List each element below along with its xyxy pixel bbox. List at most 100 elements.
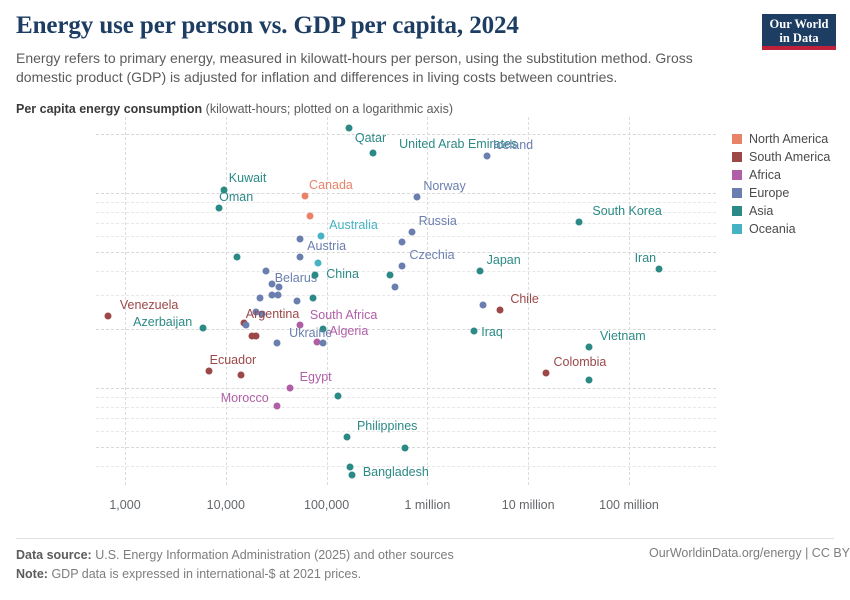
data-point[interactable] [248,332,256,340]
data-point[interactable] [319,325,327,333]
data-point[interactable] [398,262,406,270]
legend-color-swatch [732,224,742,234]
data-point[interactable] [542,369,550,377]
y-gridline [96,388,716,389]
data-point[interactable] [483,152,491,160]
legend-item-north-america[interactable]: North America [732,130,844,148]
data-point[interactable] [296,235,304,243]
footer-source-line: Data source: U.S. Energy Information Adm… [16,546,834,565]
data-point-label: Iran [634,250,657,265]
data-point[interactable] [334,392,342,400]
legend-color-swatch [732,170,742,180]
data-point[interactable] [401,444,409,452]
data-point[interactable] [199,324,207,332]
data-point[interactable] [275,283,283,291]
data-point[interactable] [309,294,317,302]
legend-color-swatch [732,134,742,144]
data-point[interactable] [408,228,416,236]
data-point[interactable] [496,306,504,314]
plot-wrapper: 200,000 kWh100,000 kWh50,000 kWh20,000 k… [0,117,850,512]
data-point-label: Japan [486,252,521,267]
data-point[interactable] [286,384,294,392]
data-point[interactable] [215,204,223,212]
x-gridline [427,117,429,485]
data-point[interactable] [306,212,314,220]
data-point-label: Philippines [356,419,418,434]
footer-note-text: GDP data is expressed in international-$… [51,567,362,581]
data-point[interactable] [319,339,327,347]
data-point[interactable] [398,238,406,246]
data-point[interactable] [301,192,309,200]
data-point[interactable] [220,186,228,194]
logo-line-1: Our World [769,17,829,31]
data-point[interactable] [233,253,241,261]
y-gridline-minor [96,223,716,225]
footer-attribution[interactable]: OurWorldinData.org/energy | CC BY [648,546,850,560]
data-point[interactable] [476,267,484,275]
legend-item-label: South America [749,150,831,164]
legend-item-south-america[interactable]: South America [732,148,844,166]
data-point[interactable] [258,310,266,318]
data-point[interactable] [205,367,213,375]
data-point[interactable] [273,402,281,410]
data-point[interactable] [104,312,112,320]
data-point-label: Algeria [329,324,369,339]
data-point-label: Australia [329,218,378,233]
data-point[interactable] [655,265,663,272]
data-point[interactable] [345,124,353,132]
data-point[interactable] [268,280,276,288]
y-axis-title-rest: (kilowatt-hours; plotted on a logarithmi… [205,102,453,116]
data-point[interactable] [268,291,276,299]
data-point[interactable] [386,271,394,279]
data-point[interactable] [256,294,264,302]
y-gridline-minor [96,431,716,433]
data-point[interactable] [314,259,322,267]
data-point[interactable] [343,433,351,441]
data-point[interactable] [346,463,354,471]
y-axis-title-bold: Per capita energy consumption [16,102,203,116]
data-point[interactable] [311,271,319,279]
legend-item-europe[interactable]: Europe [732,184,844,202]
data-point[interactable] [585,343,593,351]
data-point[interactable] [369,149,377,157]
data-point[interactable] [242,321,250,329]
data-point[interactable] [252,308,260,316]
our-world-in-data-logo[interactable]: Our World in Data [762,14,836,50]
legend-item-label: Europe [749,186,790,200]
legend-item-africa[interactable]: Africa [732,166,844,184]
scatter-plot[interactable]: 200,000 kWh100,000 kWh50,000 kWh20,000 k… [96,117,716,512]
data-point[interactable] [262,267,270,275]
legend-color-swatch [732,188,742,198]
legend-item-asia[interactable]: Asia [732,202,844,220]
footer: Data source: U.S. Energy Information Adm… [16,546,834,584]
data-point[interactable] [237,371,245,379]
data-point[interactable] [348,471,356,479]
y-gridline [96,251,716,253]
data-point[interactable] [391,283,399,291]
data-point-label: Chile [510,292,539,307]
data-point[interactable] [317,232,324,240]
data-point[interactable] [296,321,304,329]
footer-note-line: Note: GDP data is expressed in internati… [16,565,834,584]
x-axis-tick-label: 10 million [501,498,555,512]
data-point[interactable] [313,338,321,346]
data-point[interactable] [479,301,487,309]
data-point[interactable] [273,339,281,347]
data-point-label: Czechia [409,248,455,263]
data-point[interactable] [252,332,260,340]
x-axis-tick-label: 1,000 [109,498,141,512]
data-point[interactable] [413,193,421,201]
data-point-label: Ecuador [209,353,257,368]
data-point[interactable] [470,327,478,335]
data-point[interactable] [274,291,282,299]
x-gridline [326,117,328,485]
data-point[interactable] [293,297,301,305]
legend-item-oceania[interactable]: Oceania [732,220,844,238]
data-point-label: Russia [418,214,457,229]
data-point-label: Norway [423,179,466,194]
data-point[interactable] [575,218,583,226]
data-point[interactable] [296,253,304,261]
data-point[interactable] [585,376,593,384]
x-axis-tick-label: 10,000 [206,498,245,512]
